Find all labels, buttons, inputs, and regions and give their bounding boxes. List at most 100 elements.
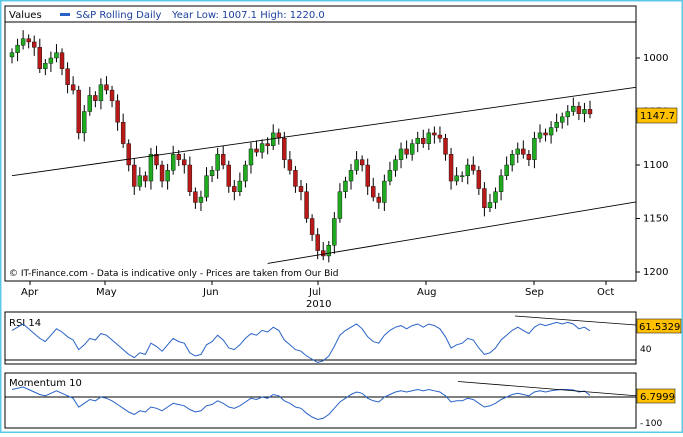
candle-body bbox=[471, 164, 476, 171]
candle-body bbox=[165, 170, 170, 182]
rsi-current-label: 61.5329 bbox=[639, 322, 680, 333]
candle-body bbox=[104, 84, 109, 91]
candle-body bbox=[398, 148, 404, 160]
candle-body bbox=[382, 180, 387, 203]
candle-body bbox=[254, 148, 259, 153]
candle-body bbox=[504, 164, 509, 176]
candle-body bbox=[93, 95, 98, 101]
candle-body bbox=[48, 57, 54, 64]
candle-body bbox=[359, 159, 365, 166]
candle-body bbox=[404, 148, 409, 155]
candle-body bbox=[526, 154, 532, 160]
price-tick-label: 1150 bbox=[643, 214, 668, 225]
candle-body bbox=[59, 52, 65, 69]
candle-body bbox=[226, 164, 231, 187]
candle-body bbox=[421, 138, 426, 144]
candle-body bbox=[243, 164, 248, 182]
price-panel-bg bbox=[4, 5, 637, 282]
candle-body bbox=[37, 47, 42, 69]
candle-body bbox=[476, 170, 482, 189]
momentum-panel-bg bbox=[4, 372, 637, 429]
candle-body bbox=[387, 170, 393, 182]
momentum-trend bbox=[457, 381, 637, 397]
candle-body bbox=[304, 191, 309, 219]
candle-body bbox=[115, 100, 120, 123]
candle-body bbox=[109, 89, 115, 101]
candle-body bbox=[32, 41, 37, 48]
candle-body bbox=[565, 111, 570, 118]
candle-body bbox=[132, 164, 137, 187]
candle-body bbox=[120, 121, 126, 144]
momentum-line-series bbox=[11, 386, 591, 421]
candle-body bbox=[582, 109, 587, 114]
candle-body bbox=[443, 138, 448, 155]
candle-body bbox=[454, 175, 459, 182]
candle-body bbox=[465, 164, 470, 176]
candle-body bbox=[126, 143, 131, 166]
candle-body bbox=[98, 84, 104, 101]
candle-body bbox=[176, 154, 181, 160]
candle-body bbox=[26, 38, 31, 43]
candle-body bbox=[170, 154, 176, 171]
candle-body bbox=[309, 218, 315, 235]
momentum-line bbox=[11, 386, 591, 421]
momentum-tick-100: 100 bbox=[645, 419, 662, 429]
candle-body bbox=[159, 164, 165, 182]
candle-body bbox=[259, 143, 265, 153]
month-label: May bbox=[96, 287, 117, 298]
candle-body bbox=[143, 175, 148, 182]
rsi-title: RSI 14 bbox=[9, 318, 41, 329]
rsi-line bbox=[11, 321, 591, 363]
candle-body bbox=[482, 188, 487, 208]
candle-body bbox=[432, 132, 437, 136]
candle-body bbox=[187, 164, 193, 192]
trend-line bbox=[267, 201, 637, 264]
candle-body bbox=[82, 111, 87, 134]
candle-body bbox=[537, 132, 543, 139]
candle-body bbox=[315, 234, 320, 251]
candle-body bbox=[426, 132, 432, 144]
candle-body bbox=[415, 138, 420, 144]
candle-body bbox=[515, 148, 520, 155]
rsi-panel-bg bbox=[4, 311, 637, 365]
candlestick-series bbox=[9, 30, 593, 263]
candle-body bbox=[232, 186, 237, 192]
candle-body bbox=[532, 138, 537, 160]
candle-body bbox=[337, 191, 343, 219]
candle-body bbox=[354, 159, 359, 171]
price-trend-lines bbox=[11, 86, 637, 264]
candle-body bbox=[70, 84, 76, 91]
month-label: Aug bbox=[417, 287, 437, 298]
candle-body bbox=[9, 52, 15, 58]
candle-body bbox=[220, 154, 226, 166]
candle-body bbox=[154, 154, 159, 166]
price-tick-label: 1000 bbox=[643, 53, 668, 64]
month-label: Apr bbox=[21, 287, 39, 298]
candle-body bbox=[20, 38, 26, 46]
month-label: Jun bbox=[202, 287, 219, 298]
candle-body bbox=[193, 191, 198, 203]
rsi-tick-40: 40 bbox=[640, 345, 652, 355]
candle-body bbox=[54, 52, 59, 59]
candle-body bbox=[148, 154, 154, 182]
candle-body bbox=[65, 68, 70, 85]
momentum-current-label: 6.7999 bbox=[640, 392, 675, 403]
current-price-label-bg bbox=[636, 107, 678, 124]
candle-body bbox=[293, 170, 298, 187]
price-tick-label: 1200 bbox=[643, 267, 668, 278]
candle-body bbox=[182, 159, 187, 166]
month-label: Oct bbox=[597, 287, 614, 298]
candle-body bbox=[215, 154, 220, 171]
candle-body bbox=[376, 196, 382, 203]
candle-body bbox=[560, 116, 565, 123]
candle-body bbox=[87, 95, 93, 112]
legend-series-swatch bbox=[60, 13, 70, 16]
rsi-line-series bbox=[11, 321, 591, 363]
legend-range-text: Year Low: 1007.1 High: 1220.0 bbox=[171, 10, 325, 21]
candle-body bbox=[326, 245, 331, 257]
momentum-current-label-bg bbox=[636, 388, 676, 404]
candle-body bbox=[321, 250, 326, 257]
momentum-title: Momentum 10 bbox=[9, 378, 82, 389]
candle-body bbox=[576, 105, 582, 114]
